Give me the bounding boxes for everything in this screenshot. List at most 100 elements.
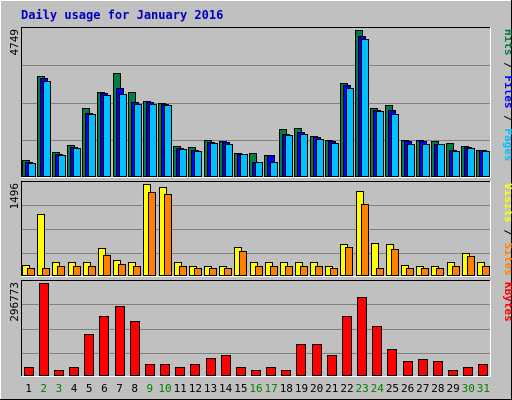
bar-kbytes-day-2-fill: [39, 283, 49, 376]
bar-pages-day-18-fill: [285, 135, 293, 177]
bar-pages-day-7-fill: [119, 94, 127, 177]
bar-kbytes-day-15-fill: [236, 367, 246, 376]
bar-sites-day-21-fill: [330, 268, 338, 276]
bar-sites-day-7-fill: [118, 264, 126, 276]
bar-kbytes-day-8: [130, 321, 140, 376]
bar-pages-day-21-fill: [331, 143, 339, 177]
bar-kbytes-day-10: [160, 364, 170, 376]
bar-sites-day-30: [467, 256, 475, 276]
bar-visits-day-24: [371, 243, 379, 276]
x-tick-label-day-17: 17: [265, 382, 278, 395]
bar-pages-day-11: [179, 149, 187, 177]
bar-pages-day-12-fill: [194, 151, 202, 177]
bar-kbytes-day-21: [327, 355, 337, 376]
bar-kbytes-day-9: [145, 364, 155, 376]
bar-pages-day-2: [43, 81, 51, 177]
bar-kbytes-day-9-fill: [145, 364, 155, 376]
legend-item-files: Files: [502, 75, 512, 108]
bar-kbytes-day-1-fill: [24, 367, 34, 376]
bar-sites-day-8-fill: [133, 266, 141, 276]
bar-kbytes-day-30-fill: [463, 367, 473, 376]
bar-kbytes-day-11-fill: [175, 367, 185, 376]
legend-separator: /: [502, 223, 512, 243]
bar-kbytes-day-16: [251, 370, 261, 376]
bar-sites-day-13: [209, 268, 217, 276]
bar-kbytes-day-4-fill: [69, 367, 79, 376]
bar-sites-day-22-fill: [345, 247, 353, 276]
bar-pages-day-11-fill: [179, 149, 187, 177]
bar-pages-day-15: [240, 154, 248, 177]
bar-pages-day-27-fill: [422, 144, 430, 177]
bar-sites-day-3-fill: [57, 266, 65, 276]
bar-kbytes-day-13: [206, 358, 216, 376]
bar-kbytes-day-28: [433, 361, 443, 376]
x-tick-label-day-10: 10: [158, 382, 171, 395]
bar-sites-day-4: [73, 266, 81, 276]
bar-sites-day-3: [57, 266, 65, 276]
bar-sites-day-26: [406, 268, 414, 276]
bar-visits-day-2: [37, 214, 45, 276]
bar-pages-day-10: [164, 105, 172, 177]
bar-pages-day-3: [58, 155, 66, 177]
bar-sites-day-23-fill: [361, 204, 369, 276]
bar-sites-day-17-fill: [270, 266, 278, 276]
bar-pages-day-1-fill: [28, 163, 36, 177]
bar-sites-day-6-fill: [103, 255, 111, 276]
bar-sites-day-21: [330, 268, 338, 276]
bar-kbytes-day-21-fill: [327, 355, 337, 376]
bar-pages-day-27: [422, 144, 430, 177]
bar-pages-day-20: [316, 139, 324, 177]
bar-kbytes-day-14-fill: [221, 355, 231, 376]
y-max-label: 1496: [8, 183, 21, 210]
x-tick-label-day-29: 29: [446, 382, 459, 395]
bar-kbytes-day-31-fill: [478, 364, 488, 376]
bar-pages-day-30-fill: [467, 148, 475, 177]
bar-pages-day-10-fill: [164, 105, 172, 177]
bar-pages-day-13: [210, 143, 218, 177]
bar-sites-day-15-fill: [239, 251, 247, 276]
bar-kbytes-day-12-fill: [190, 364, 200, 376]
bar-sites-day-8: [133, 266, 141, 276]
bar-kbytes-day-26-fill: [403, 361, 413, 376]
x-tick-label-day-18: 18: [280, 382, 293, 395]
bar-sites-day-10: [164, 194, 172, 276]
bar-kbytes-day-5: [84, 334, 94, 376]
bar-sites-day-16-fill: [255, 266, 263, 276]
bar-sites-day-14: [224, 268, 232, 276]
bar-pages-day-8: [134, 104, 142, 177]
x-tick-label-day-23: 23: [356, 382, 369, 395]
x-tick-label-day-14: 14: [219, 382, 233, 395]
bar-pages-day-23: [361, 39, 369, 177]
bar-sites-day-28-fill: [436, 268, 444, 276]
bar-pages-day-24-fill: [376, 111, 384, 177]
x-tick-label-day-20: 20: [310, 382, 323, 395]
y-max-label: 296773: [8, 282, 21, 322]
legend-text: KBytes: [502, 282, 512, 322]
bar-kbytes-day-19: [296, 344, 306, 376]
bar-pages-day-25: [391, 114, 399, 177]
bar-pages-day-22-fill: [346, 88, 354, 177]
bar-sites-day-29-fill: [452, 266, 460, 276]
bar-pages-day-24: [376, 111, 384, 177]
x-tick-label-day-21: 21: [325, 382, 338, 395]
bar-pages-day-28: [437, 144, 445, 177]
chart-title: Daily usage for January 2016: [21, 8, 223, 22]
bar-sites-day-1: [27, 268, 35, 276]
bar-visits-day-24-fill: [371, 243, 379, 276]
bar-kbytes-day-14: [221, 355, 231, 376]
bar-sites-day-7: [118, 264, 126, 276]
x-tick-label-day-13: 13: [204, 382, 217, 395]
bar-pages-day-25-fill: [391, 114, 399, 177]
bar-pages-day-12: [194, 151, 202, 177]
bar-sites-day-12: [194, 268, 202, 276]
bar-pages-day-5: [88, 114, 96, 177]
bar-kbytes-day-28-fill: [433, 361, 443, 376]
bar-kbytes-day-23: [357, 297, 367, 376]
bar-pages-day-13-fill: [210, 143, 218, 177]
x-tick-label-day-31: 31: [477, 382, 490, 395]
bar-kbytes-day-7: [115, 306, 125, 376]
x-tick-label-day-4: 4: [71, 382, 78, 395]
bar-pages-day-5-fill: [88, 114, 96, 177]
x-tick-label-day-22: 22: [340, 382, 353, 395]
